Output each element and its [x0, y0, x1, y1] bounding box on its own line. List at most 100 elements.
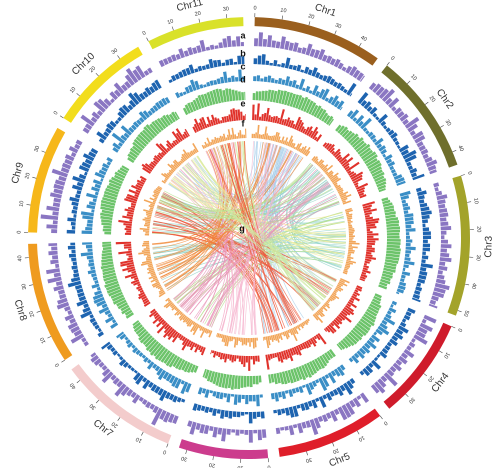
track-bar — [382, 199, 391, 205]
track-bar — [399, 321, 407, 328]
track-bar — [372, 83, 382, 94]
track-e — [115, 103, 380, 371]
track-bar — [190, 364, 196, 373]
track-bar — [153, 157, 160, 163]
track-bar — [219, 352, 224, 360]
track-bar — [412, 173, 425, 181]
track-bar — [162, 371, 170, 380]
track-bar — [318, 377, 328, 391]
track-bar — [422, 251, 426, 256]
track-bar — [141, 163, 153, 173]
track-bar — [149, 207, 154, 210]
tick-mark — [171, 26, 174, 31]
track-bar — [159, 287, 163, 291]
track-bar — [133, 92, 143, 103]
track-bar — [359, 194, 367, 199]
track-bar — [131, 344, 136, 349]
track-bar — [366, 233, 379, 236]
track-bar — [82, 153, 95, 162]
track-bar — [127, 104, 134, 111]
track-bar — [226, 335, 230, 347]
tick-mark — [61, 359, 65, 363]
track-bar — [141, 244, 150, 247]
track-bar — [206, 123, 210, 128]
track-bar — [64, 154, 75, 162]
track-bar — [366, 247, 375, 250]
track-bar — [362, 267, 368, 271]
track-bar — [259, 394, 263, 398]
track-bar — [341, 157, 354, 167]
tick-mark — [212, 456, 214, 461]
tick-mark — [460, 174, 465, 176]
track-bar — [405, 220, 414, 225]
track-bar — [337, 189, 344, 194]
track-bar — [182, 107, 189, 116]
track-bar — [256, 394, 260, 407]
track-bar — [239, 130, 242, 139]
track-bar — [216, 332, 219, 337]
track-bar — [365, 157, 378, 167]
track-bar — [204, 141, 208, 148]
track-bar — [253, 76, 257, 82]
track-bar — [67, 321, 78, 330]
track-bar — [215, 351, 219, 356]
track-bar — [195, 97, 202, 110]
track-bar — [231, 89, 236, 101]
track-bar — [427, 164, 437, 172]
track-bar — [317, 332, 327, 345]
track-bar — [186, 363, 194, 373]
track-bar — [101, 368, 111, 377]
track-bar — [270, 373, 275, 383]
track-bar — [157, 285, 162, 290]
track-bar — [279, 372, 285, 385]
track-bar — [174, 73, 180, 80]
track-bar — [406, 345, 412, 351]
track-bar — [146, 359, 152, 364]
track-letter-f: f — [242, 118, 246, 128]
tick-mark — [141, 431, 144, 436]
tick-label: 0 — [456, 327, 463, 332]
track-bar — [171, 111, 179, 121]
track-bar — [354, 184, 359, 188]
track-bar — [92, 198, 97, 203]
track-bar — [88, 151, 97, 158]
track-bar — [181, 360, 188, 371]
track-bar — [331, 150, 336, 155]
track-bar — [206, 143, 210, 147]
track-bar — [365, 256, 377, 260]
track-bar — [168, 354, 178, 368]
track-bar — [391, 300, 398, 306]
track-bar — [317, 48, 326, 61]
track-bar — [339, 106, 343, 111]
track-bar — [233, 61, 238, 65]
track-bar — [296, 119, 303, 131]
track-bar — [308, 102, 317, 115]
track-bar — [377, 113, 388, 124]
track-bar — [96, 131, 107, 141]
track-bar — [139, 175, 147, 181]
track-bar — [178, 161, 182, 165]
track-bar — [133, 281, 141, 286]
track-bar — [72, 175, 85, 184]
tick-mark — [185, 449, 188, 454]
track-bar — [71, 226, 76, 230]
track-bar — [164, 323, 170, 330]
track-bar — [366, 240, 376, 243]
track-bar — [145, 221, 151, 224]
track-bar — [376, 181, 387, 188]
track-bar — [295, 84, 300, 89]
synteny-link — [172, 178, 324, 301]
track-bar — [75, 193, 81, 199]
track-bar — [316, 310, 324, 318]
track-bar — [230, 134, 233, 140]
track-bar — [355, 114, 365, 125]
track-bar — [52, 255, 59, 260]
track-bar — [222, 90, 227, 103]
track-bar — [163, 351, 173, 364]
track-bar — [332, 177, 342, 185]
track-bar — [440, 221, 449, 226]
track-bar — [244, 411, 249, 415]
track-bar — [94, 191, 99, 196]
track-bar — [309, 338, 317, 347]
track-bar — [235, 429, 240, 436]
